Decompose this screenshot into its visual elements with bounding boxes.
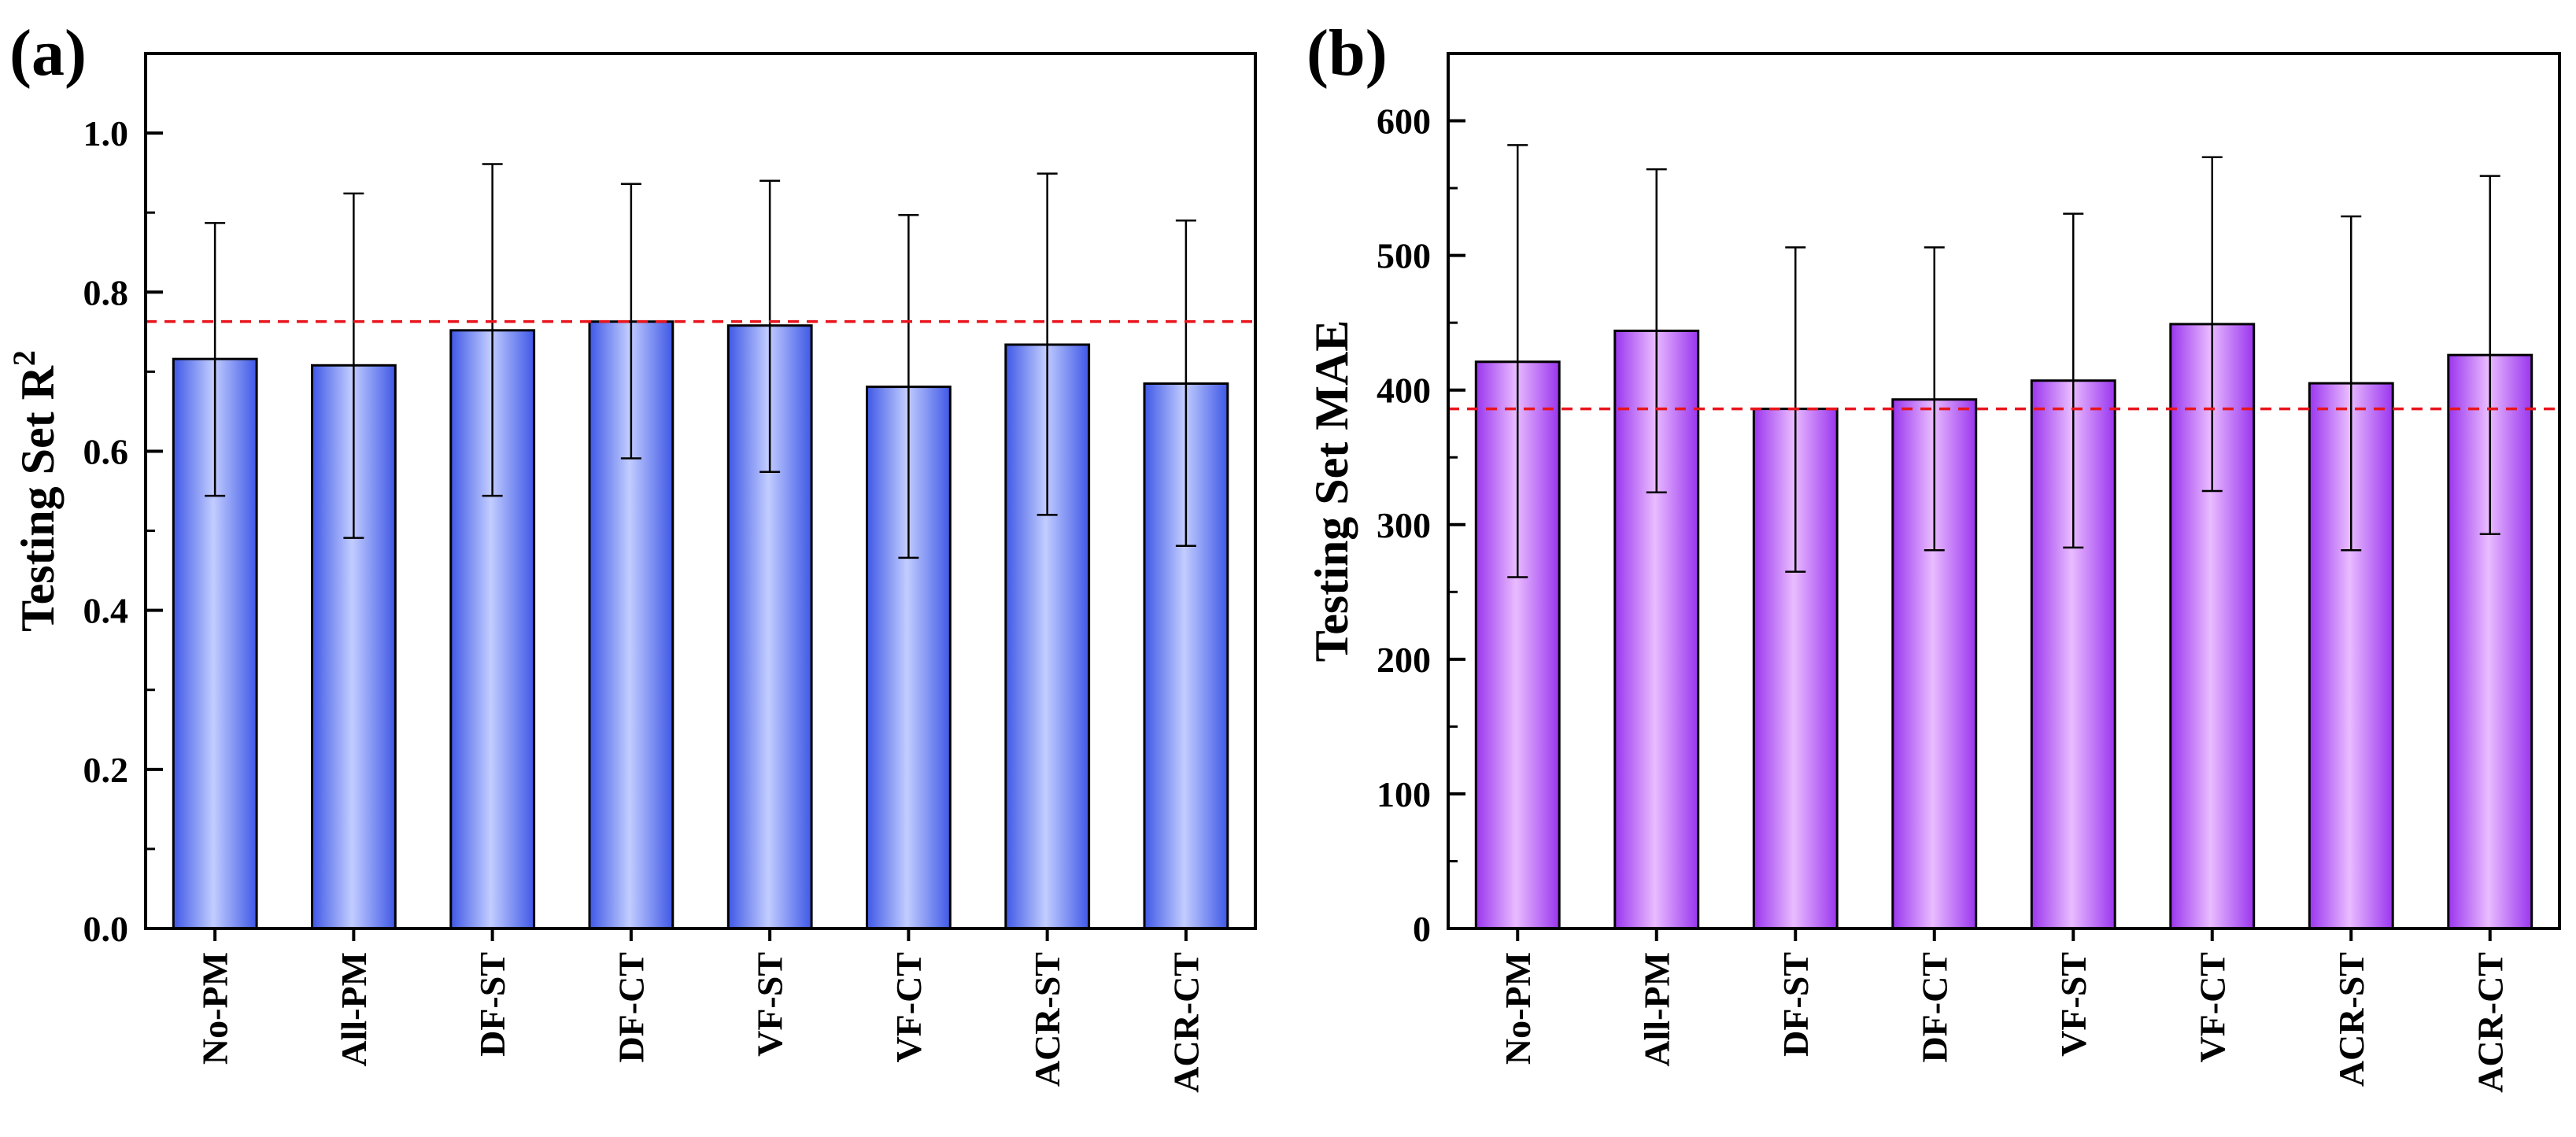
ytick-label-b-0: 0	[1413, 909, 1431, 949]
category-label-a-3: DF-CT	[611, 952, 651, 1063]
y-axis-title-a: Testing Set R2	[6, 350, 64, 632]
category-label-a-6: ACR-ST	[1027, 952, 1067, 1087]
error-bar-b-vf-st	[2063, 212, 2084, 549]
error-bar-b-acr-st	[2341, 215, 2362, 552]
error-bar-b-no-pm	[1507, 144, 1528, 578]
category-label-b-7: ACR-CT	[2470, 952, 2510, 1093]
category-label-b-1: All-PM	[1636, 952, 1676, 1067]
category-label-b-3: DF-CT	[1914, 952, 1954, 1063]
error-bar-a-df-st	[482, 163, 503, 497]
category-label-a-0: No-PM	[195, 952, 235, 1065]
plot-frame-b	[1447, 52, 2561, 930]
category-label-a-4: VF-ST	[750, 952, 790, 1057]
error-bar-b-acr-ct	[2479, 175, 2500, 535]
error-bar-a-acr-ct	[1175, 220, 1196, 548]
category-label-a-1: All-PM	[334, 952, 374, 1067]
ytick-label-b-5: 500	[1377, 236, 1431, 276]
error-bar-a-vf-ct	[898, 213, 919, 559]
error-bar-a-vf-st	[759, 179, 781, 473]
category-label-b-6: ACR-ST	[2331, 952, 2371, 1087]
ytick-label-a-4: 0.8	[83, 272, 129, 312]
ytick-label-b-6: 600	[1377, 102, 1431, 142]
plot-frame-a	[144, 52, 1257, 930]
panel-label-a: (a)	[9, 17, 87, 90]
error-bar-a-all-pm	[343, 192, 364, 539]
category-label-b-4: VF-ST	[2053, 952, 2094, 1057]
ytick-label-b-4: 400	[1377, 371, 1431, 411]
chart-panel-b: (b) 0 100 200 300 400 500 600 No-PM All-PM DF-ST DF…	[1306, 17, 2561, 1093]
chart-panel-a: (a) 0.0 0.2 0.4 0.6 0.8 1.0 No-PM All-PM DF-ST DF-…	[6, 17, 1257, 1093]
category-label-a-5: VF-CT	[889, 952, 929, 1063]
category-label-a-2: DF-ST	[472, 952, 512, 1057]
ytick-label-b-3: 300	[1377, 505, 1431, 545]
category-label-b-5: VF-CT	[2192, 952, 2232, 1063]
panel-label-b: (b)	[1306, 17, 1388, 90]
category-label-b-0: No-PM	[1498, 952, 1538, 1065]
error-bar-a-acr-st	[1037, 172, 1058, 516]
error-bar-a-no-pm	[205, 222, 226, 497]
ytick-label-a-1: 0.2	[83, 750, 129, 790]
error-bar-b-df-ct	[1924, 246, 1945, 552]
ytick-label-a-0: 0.0	[83, 909, 129, 949]
error-bar-b-all-pm	[1646, 168, 1667, 493]
ytick-label-a-3: 0.6	[83, 431, 129, 471]
error-bar-a-df-ct	[620, 183, 641, 460]
y-axis-title-b: Testing Set MAE	[1306, 320, 1358, 662]
error-bar-b-vf-ct	[2201, 156, 2223, 493]
category-label-a-7: ACR-CT	[1166, 952, 1206, 1093]
ytick-label-b-2: 200	[1377, 640, 1431, 680]
ytick-label-b-1: 100	[1377, 774, 1431, 814]
ytick-label-a-2: 0.4	[83, 591, 129, 631]
ytick-label-a-5: 1.0	[83, 113, 129, 153]
category-label-b-2: DF-ST	[1776, 952, 1816, 1057]
